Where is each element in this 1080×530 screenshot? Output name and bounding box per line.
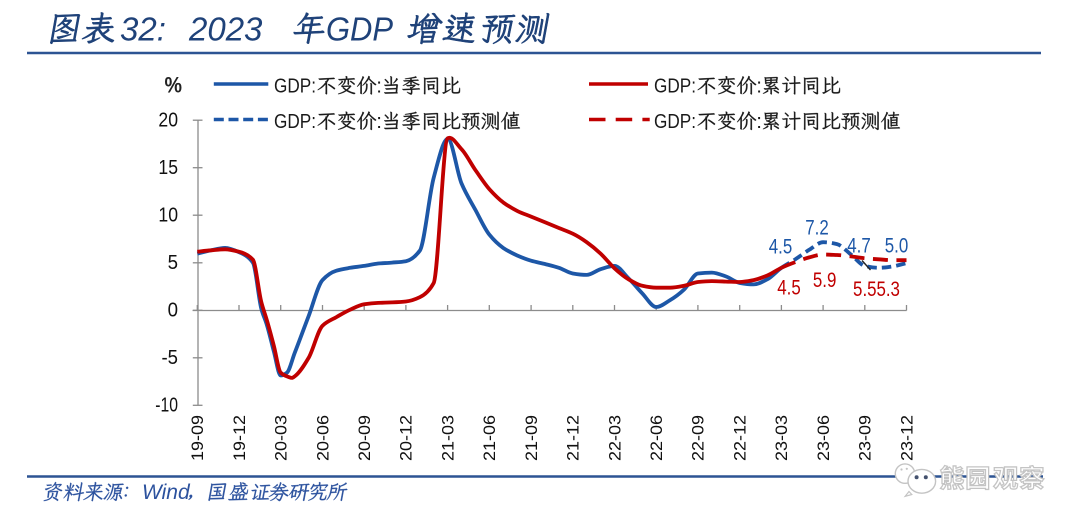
svg-text:20-12: 20-12 [397, 415, 416, 461]
svg-text:19-12: 19-12 [230, 415, 249, 461]
svg-text:20-03: 20-03 [272, 415, 291, 461]
svg-text:22-06: 22-06 [647, 415, 666, 461]
svg-text:5.5: 5.5 [853, 277, 877, 301]
svg-text:2023: 2023 [188, 11, 263, 48]
svg-text:7.2: 7.2 [805, 215, 829, 239]
svg-text:4.5: 4.5 [769, 235, 793, 259]
svg-text:23-09: 23-09 [856, 415, 875, 461]
svg-text:21-12: 21-12 [564, 415, 583, 461]
svg-text:15: 15 [158, 156, 178, 179]
svg-text:22-03: 22-03 [605, 415, 624, 461]
svg-text::: : [756, 110, 762, 133]
svg-text:Wind: Wind [142, 481, 191, 504]
svg-text:0: 0 [168, 299, 178, 322]
svg-text::: : [376, 75, 382, 98]
svg-text:21-06: 21-06 [480, 415, 499, 461]
svg-text:20-09: 20-09 [355, 415, 374, 461]
svg-text::: : [376, 110, 382, 133]
svg-text:23-03: 23-03 [772, 415, 791, 461]
svg-text:-10: -10 [155, 394, 178, 417]
svg-text:21-09: 21-09 [522, 415, 541, 461]
svg-text:GDP: GDP [326, 11, 393, 48]
svg-text:22-09: 22-09 [689, 415, 708, 461]
svg-text:23-12: 23-12 [897, 415, 916, 461]
svg-text:5.0: 5.0 [885, 234, 909, 258]
svg-text:-5: -5 [162, 346, 179, 369]
svg-text:23-06: 23-06 [814, 415, 833, 461]
svg-text:GDP:: GDP: [654, 110, 696, 133]
svg-text:GDP:: GDP: [274, 75, 316, 98]
svg-text:4.7: 4.7 [847, 234, 871, 258]
svg-text::: : [756, 75, 762, 98]
svg-text:5.3: 5.3 [876, 277, 900, 301]
svg-text:20-06: 20-06 [313, 415, 332, 461]
svg-text:GDP:: GDP: [274, 110, 316, 133]
svg-text:5: 5 [168, 251, 178, 274]
svg-text:32:: 32: [120, 11, 166, 48]
svg-text:22-12: 22-12 [731, 415, 750, 461]
svg-text:5.9: 5.9 [813, 268, 837, 292]
svg-text:20: 20 [158, 109, 178, 132]
svg-text:10: 10 [158, 204, 178, 227]
svg-text:21-03: 21-03 [438, 415, 457, 461]
svg-text:19-09: 19-09 [188, 415, 207, 461]
svg-text:4.5: 4.5 [777, 276, 801, 300]
svg-text:GDP:: GDP: [654, 75, 696, 98]
svg-text:%: % [165, 73, 183, 98]
